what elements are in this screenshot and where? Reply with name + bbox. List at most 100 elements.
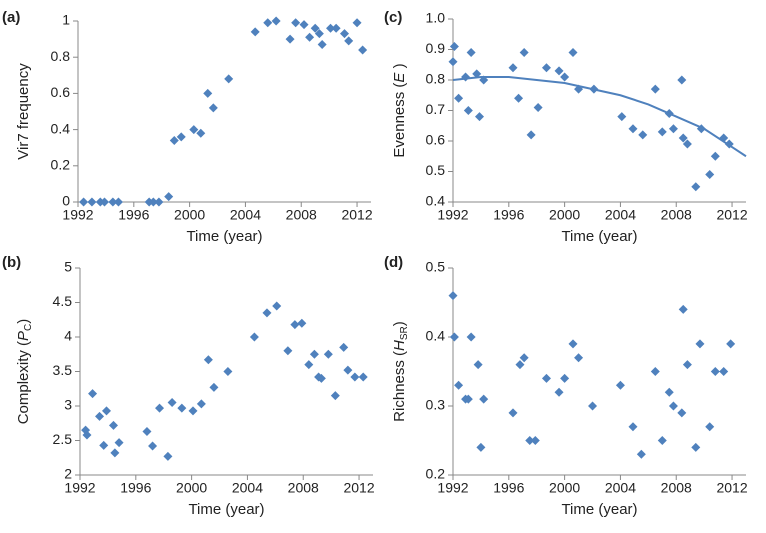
y-tick-label: 0.4 bbox=[426, 328, 446, 344]
x-tick-label: 2008 bbox=[286, 207, 317, 223]
x-tick-label: 1996 bbox=[493, 480, 524, 496]
trend-line bbox=[452, 75, 747, 158]
panel-label: (d) bbox=[384, 254, 403, 271]
data-point bbox=[203, 88, 213, 98]
data-point bbox=[331, 23, 341, 33]
data-point bbox=[285, 34, 295, 44]
data-point bbox=[323, 349, 333, 359]
y-tick-label: 0.9 bbox=[426, 40, 446, 56]
data-point bbox=[463, 394, 473, 404]
data-point bbox=[454, 93, 464, 103]
data-point bbox=[317, 40, 327, 50]
data-point bbox=[628, 124, 638, 134]
x-tick-label: 2008 bbox=[288, 480, 319, 496]
data-point bbox=[283, 346, 293, 356]
data-point bbox=[87, 197, 97, 207]
y-label-text: ) bbox=[391, 63, 408, 72]
data-point bbox=[262, 308, 272, 318]
y-label-text: Richness ( bbox=[391, 351, 408, 422]
data-point bbox=[272, 301, 282, 311]
y-label-symbol: E bbox=[391, 72, 408, 83]
data-point bbox=[475, 112, 485, 122]
data-point bbox=[88, 389, 98, 399]
data-point bbox=[636, 449, 646, 459]
data-point bbox=[657, 127, 667, 137]
y-tick-label: 0.2 bbox=[51, 157, 71, 173]
x-tick-label: 2008 bbox=[661, 480, 692, 496]
x-axis-label: Time (year) bbox=[561, 501, 637, 518]
data-point bbox=[142, 427, 152, 437]
data-point bbox=[678, 133, 688, 143]
data-point bbox=[448, 291, 458, 301]
data-point bbox=[449, 332, 459, 342]
data-point bbox=[79, 197, 89, 207]
data-point bbox=[108, 197, 118, 207]
data-point bbox=[305, 32, 315, 42]
data-point bbox=[148, 197, 158, 207]
data-point bbox=[358, 372, 368, 382]
data-point bbox=[554, 66, 564, 76]
y-tick-label: 0.2 bbox=[426, 466, 446, 482]
data-point bbox=[560, 72, 570, 82]
data-point bbox=[473, 360, 483, 370]
y-label-symbol: H bbox=[391, 340, 408, 351]
y-tick-label: 0.6 bbox=[426, 132, 446, 148]
x-axis-label: Time (year) bbox=[561, 228, 637, 245]
y-tick-label: 4.5 bbox=[53, 293, 73, 309]
x-axis-label: Time (year) bbox=[186, 228, 262, 245]
x-tick-label: 2000 bbox=[176, 480, 207, 496]
data-point bbox=[682, 139, 692, 149]
data-point bbox=[657, 436, 667, 445]
data-point bbox=[297, 318, 307, 328]
panel-label: (a) bbox=[2, 9, 20, 26]
y-tick-label: 3 bbox=[64, 397, 72, 413]
data-point bbox=[526, 130, 536, 140]
data-point bbox=[719, 367, 729, 376]
data-point bbox=[677, 75, 687, 85]
data-point bbox=[615, 380, 625, 390]
x-tick-label: 2000 bbox=[174, 207, 205, 223]
data-point bbox=[343, 365, 353, 375]
data-point bbox=[710, 367, 720, 376]
data-point bbox=[705, 422, 715, 432]
data-point bbox=[463, 106, 473, 115]
data-point bbox=[196, 128, 206, 138]
data-point bbox=[310, 23, 320, 33]
data-point bbox=[339, 29, 349, 39]
data-point bbox=[617, 112, 627, 122]
y-tick-label: 4 bbox=[64, 328, 72, 344]
data-point bbox=[263, 18, 273, 28]
data-point bbox=[448, 57, 458, 67]
y-label-text: ) bbox=[391, 321, 408, 326]
y-tick-label: 0.4 bbox=[51, 120, 71, 136]
data-point bbox=[148, 441, 158, 451]
data-point bbox=[350, 372, 360, 382]
data-point bbox=[519, 353, 529, 363]
data-point bbox=[705, 170, 715, 180]
data-point bbox=[99, 440, 109, 450]
y-tick-label: 0 bbox=[62, 193, 70, 209]
data-point bbox=[588, 401, 598, 411]
data-point bbox=[108, 420, 118, 430]
y-tick-label: 0.5 bbox=[426, 162, 446, 178]
y-label-subscript: C bbox=[23, 324, 34, 331]
data-point bbox=[541, 373, 551, 383]
x-axis-label: Time (year) bbox=[188, 501, 264, 518]
y-tick-label: 0.4 bbox=[426, 193, 446, 209]
data-point bbox=[515, 360, 525, 370]
x-tick-label: 2012 bbox=[716, 480, 747, 496]
data-point bbox=[154, 197, 164, 207]
y-tick-label: 0.8 bbox=[51, 48, 71, 64]
x-tick-label: 2012 bbox=[341, 207, 372, 223]
data-point bbox=[250, 27, 260, 37]
y-label-symbol: P bbox=[15, 331, 32, 341]
panel-label: (b) bbox=[2, 254, 21, 271]
data-point bbox=[344, 36, 354, 46]
data-point bbox=[638, 130, 648, 140]
y-tick-label: 2.5 bbox=[53, 431, 73, 447]
data-point bbox=[326, 23, 336, 33]
x-tick-label: 1992 bbox=[437, 480, 468, 496]
panel: (c) 0.4 0.5 0.6 0.7 0.8 0.9 1.0 1992 1996 2000 2004… bbox=[384, 9, 748, 245]
y-tick-label: 1.0 bbox=[426, 10, 446, 26]
data-point bbox=[82, 430, 92, 440]
